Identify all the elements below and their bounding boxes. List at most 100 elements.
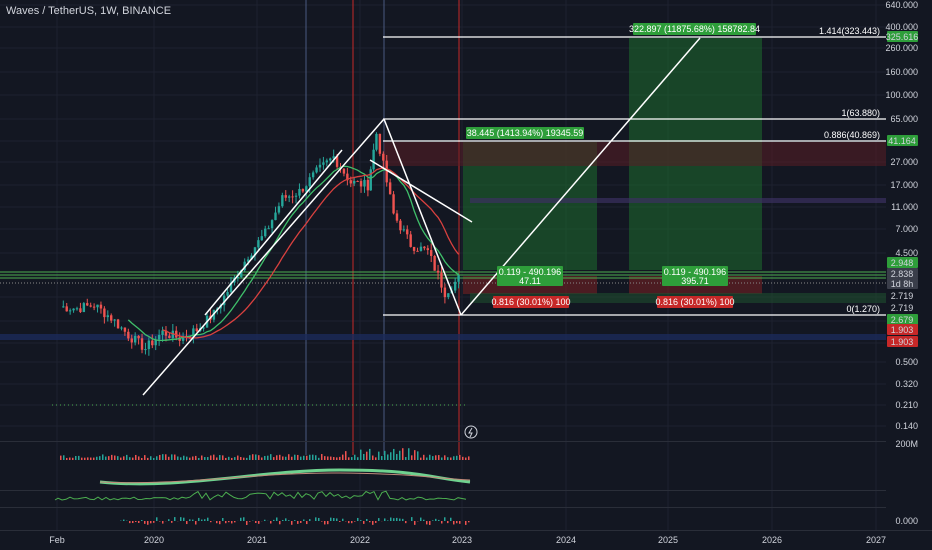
pane-divider (0, 441, 886, 442)
volume-bar (387, 454, 389, 460)
histogram-bar (336, 518, 338, 521)
volume-bar (348, 457, 350, 460)
price-tick-label: 0.000 (895, 516, 918, 526)
volume-bar (381, 456, 383, 460)
candle-body (342, 168, 346, 174)
volume-bar (297, 454, 299, 460)
volume-bar (225, 457, 227, 460)
histogram-bar (354, 521, 356, 522)
histogram-bar (357, 517, 359, 521)
candle-body (457, 275, 460, 282)
stop-label-text: 0.816 (30.01%) 100 (491, 297, 570, 307)
candle-body (113, 319, 116, 321)
volume-bar (219, 455, 221, 460)
resistance-band (384, 142, 886, 166)
volume-bar (132, 457, 134, 460)
position-label-text: 0.119 - 490.196 (664, 267, 726, 277)
volume-bar (273, 457, 275, 460)
volume-bar (420, 457, 422, 460)
time-tick-label: 2021 (247, 535, 267, 545)
volume-bar (144, 455, 146, 460)
volume-bar (432, 456, 434, 460)
candle-body (270, 220, 274, 229)
target-label (466, 127, 584, 139)
volume-bar (426, 457, 428, 460)
candle-body (188, 336, 192, 338)
candle-body (318, 164, 322, 168)
pane-divider (0, 530, 932, 531)
histogram-bar (285, 518, 287, 521)
candle-body (329, 158, 332, 161)
volume-bar (294, 454, 296, 460)
histogram-bar (318, 517, 320, 521)
candle-body (378, 133, 382, 154)
volume-bar (438, 455, 440, 460)
price-axis[interactable]: 640.000 400.000 260.000 160.000 100.000 65.00… (885, 0, 932, 530)
histogram-bar (465, 521, 467, 525)
volume-bar (198, 457, 200, 460)
volume-bar (318, 457, 320, 460)
volume-bar (177, 456, 179, 460)
volume-bar (105, 456, 107, 460)
candle-body (243, 261, 246, 271)
annotations: 322.897 (11875.68%) 158782.84 38.445 (141… (466, 23, 760, 308)
candle-body (392, 194, 395, 214)
histogram-bar (291, 521, 293, 525)
candle-body (86, 303, 89, 306)
price-label-bg (887, 257, 918, 268)
stop-label (657, 296, 733, 308)
candle-body (447, 293, 450, 298)
candle-body (284, 195, 287, 198)
volume-bar (165, 454, 167, 460)
volume-bar (216, 457, 218, 460)
histogram-bar (219, 521, 221, 525)
candle-body (92, 306, 96, 308)
histogram-bar (399, 518, 401, 521)
volume-bar (189, 457, 191, 460)
vertical-markers (305, 0, 460, 455)
histogram-bar (279, 521, 281, 525)
position-label (662, 266, 728, 286)
candle-body (168, 335, 171, 339)
position-label-text: 395.71 (681, 276, 709, 286)
histogram-bar (447, 521, 449, 524)
volume-bar (171, 454, 173, 460)
histogram-bar (351, 521, 353, 524)
symbol-title[interactable]: Waves / TetherUS, 1W, BINANCE (6, 5, 172, 17)
candle-body (430, 250, 433, 256)
volume-bar (417, 451, 419, 460)
histogram-bar (309, 519, 311, 521)
lightning-icon[interactable] (464, 425, 478, 439)
volume-bar (342, 454, 344, 460)
volume-bar (60, 455, 62, 460)
volume-bar (405, 457, 407, 460)
histogram-bar (156, 517, 158, 521)
candle-body (192, 328, 195, 337)
pane-divider (0, 507, 886, 508)
histogram-bar (198, 517, 200, 521)
price-label-bg (887, 290, 918, 301)
indicator-panes (0, 404, 932, 531)
volume-bar (465, 457, 467, 460)
time-tick-label: 2026 (762, 535, 782, 545)
volume-bar (363, 453, 365, 460)
volume-bar (291, 456, 293, 460)
histogram-bar (132, 521, 134, 524)
candle-body (120, 327, 123, 329)
volume-bar (393, 448, 395, 460)
volume-bar (459, 454, 461, 460)
volume-bar (453, 456, 455, 460)
volume-bar (414, 450, 416, 460)
price-label: 2.838 (891, 269, 914, 279)
candle-body (406, 229, 409, 235)
histogram-bar (441, 521, 443, 524)
candle-body (453, 281, 457, 291)
volume-bar (354, 454, 356, 460)
price-tick-label: 260.000 (885, 43, 918, 53)
time-axis[interactable]: Feb 2020 2021 2022 2023 2024 2025 2026 2027 (49, 535, 886, 545)
candle-body (75, 308, 79, 310)
histogram-bar (450, 517, 452, 521)
candle-body (426, 248, 429, 251)
candle-body (202, 327, 205, 329)
